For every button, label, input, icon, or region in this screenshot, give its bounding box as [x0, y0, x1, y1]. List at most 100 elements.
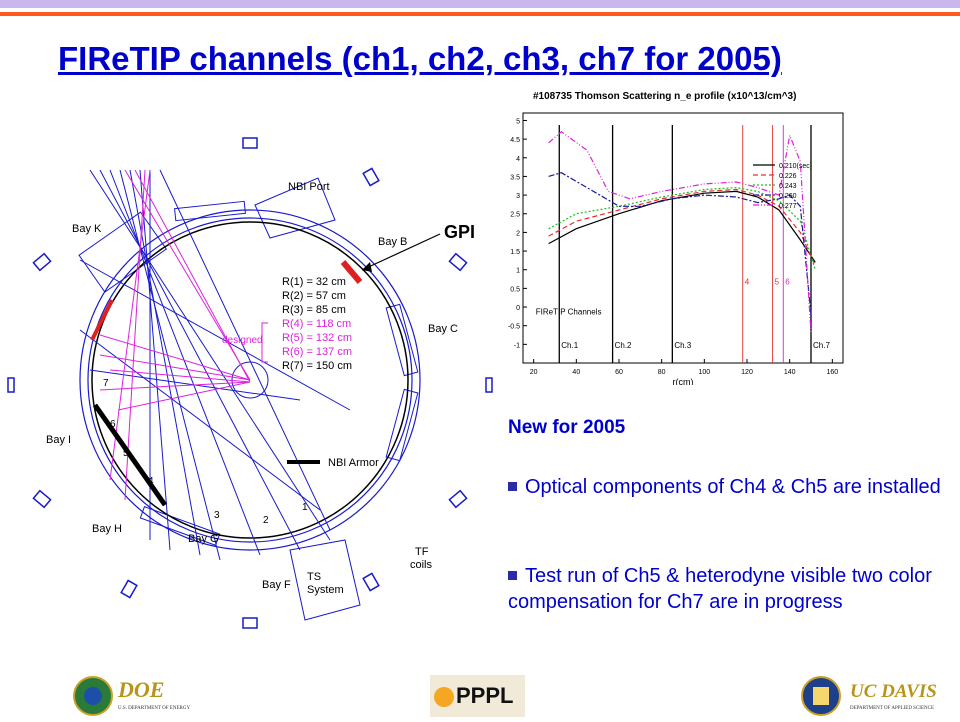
radius-6: R(6) = 137 cm	[282, 346, 352, 358]
label-ts-2: System	[307, 584, 344, 596]
series-line	[548, 130, 812, 334]
label-nbi-port: NBI Port	[288, 181, 330, 193]
tokamak-diagram: NBI Port Bay K Bay B Bay C Bay I Bay H B…	[7, 137, 493, 629]
header-orange-bar	[0, 12, 960, 16]
gpi-arrow	[361, 233, 441, 271]
y-tick-label: 1	[516, 268, 520, 275]
radius-2: R(2) = 57 cm	[282, 290, 346, 302]
label-nbi-armor: NBI Armor	[328, 457, 379, 469]
label-bay-f: Bay F	[262, 579, 291, 591]
y-tick-label: 5	[516, 118, 520, 125]
thomson-chart: #108735 Thomson Scattering n_e profile (…	[508, 91, 844, 385]
bullet-square-icon	[508, 571, 517, 580]
label-tf-1: TF	[415, 546, 429, 558]
series-line	[548, 190, 816, 263]
channel-line-label: Ch.2	[615, 341, 632, 350]
radius-7: R(7) = 150 cm	[282, 360, 352, 372]
radius-3: R(3) = 85 cm	[282, 304, 346, 316]
chart-frame	[522, 112, 844, 364]
series-line	[548, 186, 816, 270]
label-bay-g: Bay G	[188, 533, 219, 545]
channel-line-label: Ch.7	[813, 341, 830, 350]
bullet-1-text: Optical components of Ch4 & Ch5 are inst…	[525, 476, 941, 498]
label-bay-k: Bay K	[72, 223, 102, 235]
x-tick-label: 40	[572, 369, 580, 376]
channel-segment-black	[92, 403, 168, 507]
label-ts-1: TS	[307, 571, 321, 583]
channel-label-2: 2	[263, 515, 269, 526]
doe-text: DOE	[117, 677, 164, 702]
x-tick-label: 160	[826, 369, 838, 376]
series-line	[548, 188, 816, 267]
plasma-boundary	[91, 221, 409, 539]
legend-label: 0.260	[779, 193, 797, 200]
y-tick-label: 2.5	[510, 212, 520, 219]
channel-label-5: 5	[123, 448, 129, 459]
x-tick-label: 60	[615, 369, 623, 376]
bullet-2: Test run of Ch5 & heterodyne visible two…	[508, 563, 948, 615]
bullet-square-icon	[508, 482, 517, 491]
slide-title: FIReTIP channels (ch1, ch2, ch3, ch7 for…	[58, 40, 782, 77]
chart-annotation: FIReTIP Channels	[536, 307, 602, 316]
gpi-label: GPI	[444, 222, 476, 242]
ucdavis-logo: UC DAVIS DEPARTMENT OF APPLIED SCIENCE	[800, 675, 940, 722]
tf-coil-markers	[7, 137, 493, 629]
channel-label-3: 3	[214, 510, 220, 521]
y-tick-label: 0	[516, 305, 520, 312]
radii-list: R(1) = 32 cm R(2) = 57 cm R(3) = 85 cm R…	[282, 276, 352, 372]
label-designed: designed	[222, 335, 263, 346]
ucdavis-subtext: DEPARTMENT OF APPLIED SCIENCE	[850, 706, 934, 711]
radius-5: R(5) = 132 cm	[282, 332, 352, 344]
channel-line-label: Ch.3	[674, 341, 691, 350]
y-tick-label: 4.5	[510, 137, 520, 144]
label-bay-c: Bay C	[428, 323, 458, 335]
channel-line-label: 4	[745, 278, 750, 287]
series-line	[548, 172, 812, 315]
channel-label-1: 1	[302, 502, 308, 513]
y-tick-label: 2	[516, 230, 520, 237]
pppl-text: PPPL	[456, 683, 513, 708]
channel-label-6: 6	[110, 419, 116, 430]
label-tf-2: coils	[410, 559, 433, 571]
legend-label: 0.226	[779, 173, 797, 180]
doe-subtext: U.S. DEPARTMENT OF ENERGY	[118, 706, 190, 711]
ucdavis-text: UC DAVIS	[850, 681, 937, 702]
header-lavender-bar	[0, 0, 960, 8]
x-tick-label: 20	[530, 369, 538, 376]
legend-label: 0.243	[779, 183, 797, 190]
radius-1: R(1) = 32 cm	[282, 276, 346, 288]
x-tick-label: 80	[658, 369, 666, 376]
legend-label: 0.277	[779, 203, 797, 210]
y-tick-label: 0.5	[510, 286, 520, 293]
y-tick-label: -1	[514, 342, 520, 349]
new-section-title: New for 2005	[508, 417, 626, 438]
gpi-marker	[340, 260, 363, 284]
y-tick-label: 3.5	[510, 174, 520, 181]
x-axis-label: r(cm)	[673, 377, 694, 385]
label-bay-i: Bay I	[46, 434, 71, 446]
sight-lines-magenta	[99, 169, 251, 501]
label-bay-h: Bay H	[92, 523, 122, 535]
y-tick-label: 4	[516, 156, 520, 163]
y-tick-label: 1.5	[510, 249, 520, 256]
vessel-wall	[79, 209, 421, 551]
channel-line-label: Ch.1	[561, 341, 578, 350]
channel-segment-red	[90, 299, 114, 341]
channel-line-label: 6	[785, 278, 790, 287]
y-tick-label: -0.5	[508, 324, 520, 331]
channel-label-4: 4	[148, 476, 154, 487]
channel-label-7: 7	[103, 378, 109, 389]
x-tick-label: 120	[741, 369, 753, 376]
y-tick-label: 3	[516, 193, 520, 200]
x-tick-label: 100	[698, 369, 710, 376]
channel-line-label: 5	[775, 278, 780, 287]
x-tick-label: 140	[784, 369, 796, 376]
pppl-logo: PPPL	[430, 675, 525, 722]
chart-title: #108735 Thomson Scattering n_e profile (…	[533, 91, 796, 102]
bullet-2-text: Test run of Ch5 & heterodyne visible two…	[508, 565, 932, 613]
label-bay-b: Bay B	[378, 236, 407, 248]
legend-label: 0.210(sec)	[779, 163, 812, 170]
bullet-1: Optical components of Ch4 & Ch5 are inst…	[508, 474, 948, 500]
doe-logo: DOE U.S. DEPARTMENT OF ENERGY	[72, 675, 192, 722]
channel-number-labels: 1 2 3 4 5 6 7	[103, 378, 308, 526]
